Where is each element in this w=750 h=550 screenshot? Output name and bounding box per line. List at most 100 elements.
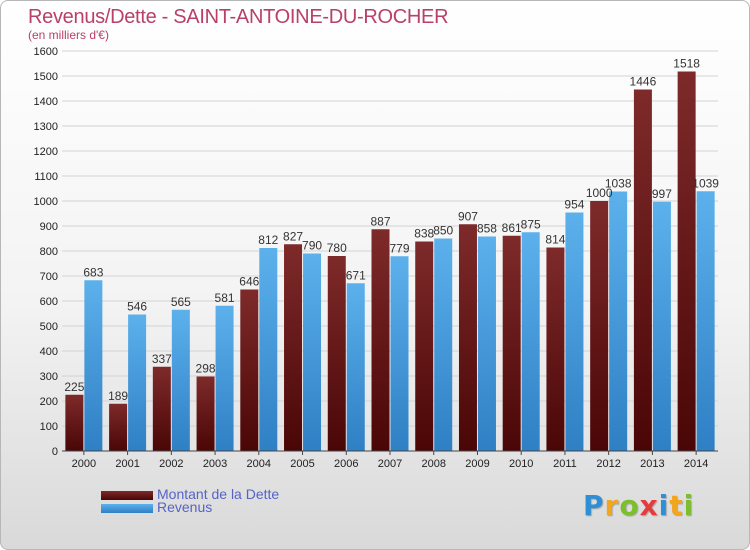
x-axis-ticks: 2000 2001 2002 2003 2004 2005 2006 2007 2008 2009… <box>72 451 708 470</box>
value-label-debt-2001: 189 <box>108 389 128 403</box>
value-label-revenue-2010: 875 <box>521 217 541 231</box>
value-label-revenue-2002: 565 <box>171 295 191 309</box>
y-tick-label: 300 <box>40 371 58 383</box>
x-tick-label-2010: 2010 <box>509 458 533 470</box>
x-tick-label-2003: 2003 <box>203 458 227 470</box>
bar-debt-2009 <box>458 224 477 451</box>
x-tick-label-2002: 2002 <box>159 458 183 470</box>
value-label-debt-2014: 1518 <box>673 57 700 71</box>
value-label-debt-2002: 337 <box>152 352 172 366</box>
y-tick-label: 800 <box>40 246 58 258</box>
bar-revenue-2008 <box>434 238 453 451</box>
bar-debt-2008 <box>415 241 434 451</box>
bar-revenue-2007 <box>390 256 409 451</box>
legend-swatch-debt <box>101 491 153 500</box>
y-tick-label: 1000 <box>34 196 58 208</box>
bar-revenue-2010 <box>521 232 540 451</box>
bar-revenue-2012 <box>609 191 628 451</box>
y-tick-label: 200 <box>40 396 58 408</box>
x-tick-label-2004: 2004 <box>247 458 271 470</box>
grid-lines <box>62 50 718 427</box>
bar-revenue-2013 <box>652 201 671 451</box>
value-label-debt-2011: 814 <box>545 233 565 247</box>
logo-letter: i <box>658 489 670 522</box>
value-label-debt-2006: 780 <box>327 241 347 255</box>
value-label-debt-2010: 861 <box>502 221 522 235</box>
chart-subtitle: (en milliers d'€) <box>28 28 109 42</box>
value-label-debt-2000: 225 <box>64 380 84 394</box>
bar-debt-2006 <box>327 256 346 451</box>
x-tick-label-2005: 2005 <box>290 458 314 470</box>
bar-revenue-2002 <box>171 309 190 451</box>
y-tick-label: 1300 <box>34 121 58 133</box>
x-tick-label-2008: 2008 <box>421 458 445 470</box>
value-label-debt-2013: 1446 <box>630 75 657 89</box>
bar-revenue-2009 <box>477 236 496 451</box>
value-label-debt-2003: 298 <box>196 362 216 376</box>
bar-debt-2003 <box>196 376 215 451</box>
legend-label-debt: Montant de la Dette <box>157 486 280 502</box>
proxiti-logo[interactable]: Proxiti <box>583 489 694 522</box>
bar-revenue-2014 <box>696 191 715 451</box>
bar-revenue-2011 <box>565 212 584 451</box>
value-label-debt-2009: 907 <box>458 209 478 223</box>
logo-letter: P <box>583 489 605 522</box>
logo-letter: t <box>669 489 684 522</box>
value-label-revenue-2013: 997 <box>652 187 672 201</box>
y-tick-label: 500 <box>40 321 58 333</box>
y-tick-label: 400 <box>40 346 58 358</box>
value-label-revenue-2000: 683 <box>83 265 103 279</box>
value-label-revenue-2012: 1038 <box>605 177 632 191</box>
x-tick-label-2006: 2006 <box>334 458 358 470</box>
x-tick-label-2000: 2000 <box>72 458 96 470</box>
x-tick-label-2007: 2007 <box>378 458 402 470</box>
value-label-revenue-2001: 546 <box>127 300 147 314</box>
value-label-revenue-2007: 779 <box>389 241 409 255</box>
bars <box>65 71 715 451</box>
bar-debt-2001 <box>109 403 128 451</box>
bar-revenue-2006 <box>346 283 365 451</box>
bar-revenue-2003 <box>215 305 234 451</box>
logo-letter: o <box>619 489 640 522</box>
bar-debt-2000 <box>65 394 84 451</box>
x-tick-label-2014: 2014 <box>684 458 708 470</box>
y-tick-label: 1500 <box>34 71 58 83</box>
y-axis-ticks: 0 100 200 300 400 500 600 700 800 900 1000 1100 1200… <box>34 46 58 458</box>
bar-debt-2007 <box>371 229 390 451</box>
x-tick-label-2013: 2013 <box>640 458 664 470</box>
bar-revenue-2005 <box>303 253 322 451</box>
bar-debt-2014 <box>677 71 696 451</box>
bar-revenue-2000 <box>84 280 103 451</box>
value-label-revenue-2009: 858 <box>477 222 497 236</box>
bar-debt-2012 <box>590 201 609 451</box>
y-tick-label: 0 <box>52 446 58 458</box>
value-label-debt-2008: 838 <box>414 227 434 241</box>
x-tick-label-2009: 2009 <box>465 458 489 470</box>
y-tick-label: 600 <box>40 296 58 308</box>
y-tick-label: 700 <box>40 271 58 283</box>
x-tick-label-2011: 2011 <box>553 458 577 470</box>
legend-label-revenue: Revenus <box>157 499 213 515</box>
value-label-revenue-2008: 850 <box>433 224 453 238</box>
y-tick-label: 100 <box>40 421 58 433</box>
bar-debt-2002 <box>152 366 171 451</box>
value-label-debt-2004: 646 <box>239 275 259 289</box>
bar-debt-2011 <box>546 247 565 451</box>
x-tick-label-2012: 2012 <box>596 458 620 470</box>
y-tick-label: 1100 <box>34 171 58 183</box>
value-label-debt-2007: 887 <box>370 214 390 228</box>
bar-debt-2004 <box>240 289 259 451</box>
value-label-revenue-2003: 581 <box>215 291 235 305</box>
y-tick-label: 900 <box>40 221 58 233</box>
bar-debt-2010 <box>502 235 521 451</box>
logo-letter: i <box>683 489 695 522</box>
y-tick-label: 1600 <box>34 46 58 58</box>
value-label-revenue-2005: 790 <box>302 239 322 253</box>
value-label-revenue-2014: 1039 <box>692 176 719 190</box>
value-label-revenue-2011: 954 <box>564 198 584 212</box>
bar-revenue-2004 <box>259 248 278 451</box>
y-tick-label: 1200 <box>34 146 58 158</box>
bar-revenue-2001 <box>128 314 147 451</box>
